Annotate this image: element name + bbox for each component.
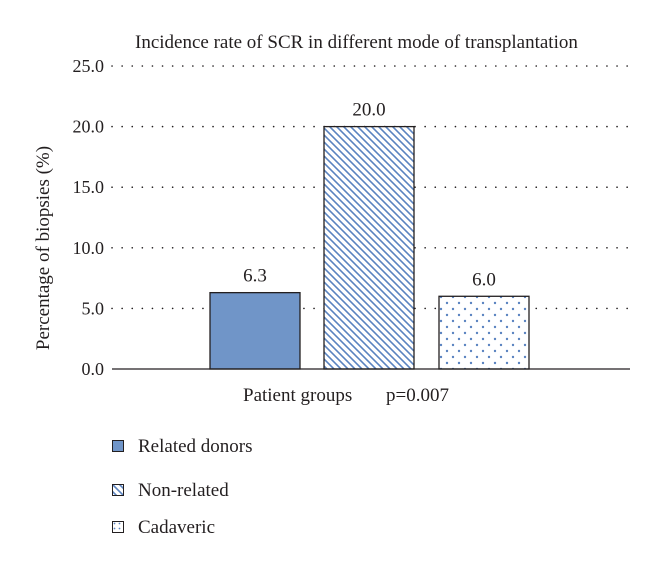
- y-tick-label: 25.0: [73, 56, 105, 76]
- bar-cadaveric: [438, 295, 530, 370]
- y-tick-label: 20.0: [73, 117, 105, 137]
- legend-item-related-donors: Related donors: [112, 436, 372, 458]
- legend-item-non-related: Non-related: [112, 480, 372, 502]
- bar-related-donors: [209, 291, 301, 370]
- bars: [209, 125, 530, 370]
- value-label: 6.0: [472, 269, 496, 290]
- legend-label: Non-related: [138, 480, 229, 501]
- legend-label: Related donors: [138, 436, 253, 457]
- y-tick-label: 5.0: [82, 298, 105, 318]
- y-axis-label: Percentage of biopsies (%): [33, 146, 54, 350]
- value-labels: 6.3 20.0 6.0: [243, 100, 496, 291]
- x-axis-note: p=0.007: [386, 385, 449, 406]
- bar-non-related: [323, 125, 415, 370]
- value-label: 6.3: [243, 266, 267, 287]
- legend-swatch-dots: [112, 521, 124, 533]
- y-tick-label: 10.0: [73, 238, 105, 258]
- y-tick-label: 0.0: [82, 359, 105, 379]
- y-tick-label: 15.0: [73, 177, 105, 197]
- legend-swatch-hatch: [112, 484, 124, 496]
- legend-swatch-solid: [112, 440, 124, 452]
- x-axis-label: Patient groups: [243, 385, 352, 406]
- legend-item-cadaveric: Cadaveric: [112, 517, 372, 539]
- legend-label: Cadaveric: [138, 517, 216, 538]
- y-tick-labels: 0.0 5.0 10.0 15.0 20.0 25.0: [73, 56, 105, 379]
- value-label: 20.0: [352, 100, 385, 121]
- chart-title: Incidence rate of SCR in different mode …: [135, 32, 578, 53]
